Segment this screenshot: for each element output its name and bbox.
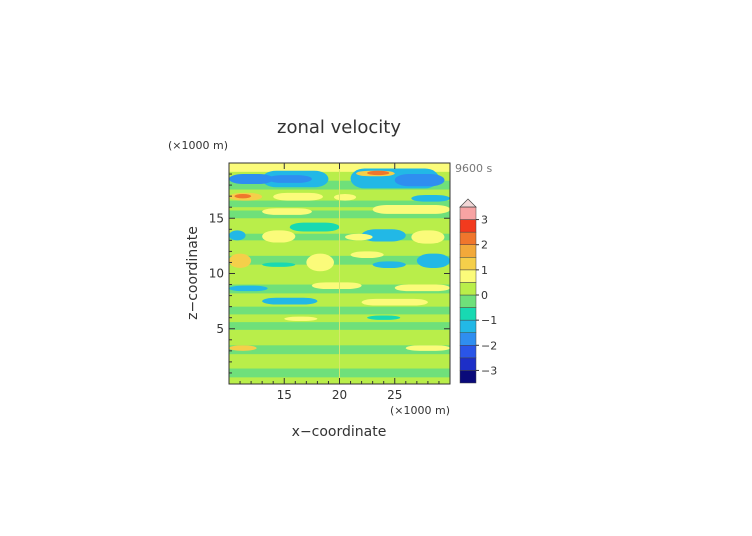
field-region: [367, 170, 390, 176]
colorbar-tick-label: −2: [481, 339, 497, 352]
field-region: [306, 253, 334, 272]
field-region: [229, 230, 246, 241]
colorbar-extend-arrow: [459, 198, 477, 208]
time-label: 9600 s: [455, 162, 492, 175]
colorbar: 3 2 1 0 −1 −2 −3: [459, 198, 497, 384]
field-region: [289, 222, 340, 232]
x-tick-label: 15: [277, 388, 292, 402]
field-region: [262, 297, 318, 305]
field-region: [394, 174, 445, 187]
y-axis-ticks: 5 10 15: [209, 173, 450, 374]
colorbar-tick-label: −3: [481, 364, 497, 377]
colorbar-swatch: [459, 231, 477, 245]
field-region: [273, 192, 323, 201]
x-axis-label: x−coordinate: [292, 424, 387, 440]
colorbar-swatch: [459, 206, 477, 220]
field-region: [361, 298, 428, 306]
field-region: [372, 204, 450, 214]
y-tick-label: 10: [209, 267, 224, 281]
y-axis-unit: (×1000 m): [168, 139, 228, 152]
colorbar-swatch: [459, 294, 477, 308]
field-region: [372, 261, 406, 268]
field-region: [284, 316, 318, 322]
chart-title: zonal velocity: [277, 117, 401, 138]
field-region: [234, 193, 252, 199]
colorbar-tick-label: 2: [481, 239, 488, 252]
field-region: [411, 230, 445, 244]
field-region: [416, 253, 450, 268]
field-region: [394, 284, 450, 292]
field-region: [411, 195, 450, 202]
colorbar-swatch: [459, 244, 477, 258]
field-region: [229, 253, 252, 268]
field-region: [229, 285, 268, 292]
field-region: [262, 262, 296, 267]
colorbar-swatch: [459, 307, 477, 321]
y-axis-label: z−coordinate: [185, 226, 201, 320]
colorbar-swatch: [459, 370, 477, 384]
field-region: [262, 230, 296, 243]
x-axis-unit: (×1000 m): [390, 404, 450, 417]
colorbar-tick-label: 0: [481, 289, 488, 302]
x-tick-label: 20: [332, 388, 347, 402]
x-axis-ticks: 15 20 25: [239, 163, 440, 402]
field-region: [405, 345, 450, 351]
field-region: [367, 315, 401, 320]
colorbar-tick-label: −1: [481, 314, 497, 327]
field-region: [333, 193, 357, 201]
colorbar-swatch: [459, 257, 477, 271]
field-region: [350, 251, 384, 259]
colorbar-swatch: [459, 332, 477, 346]
colorbar-tick-label: 3: [481, 214, 488, 227]
y-tick-label: 5: [216, 322, 224, 336]
y-tick-label: 15: [209, 211, 224, 225]
x-tick-label: 25: [387, 388, 402, 402]
colorbar-swatch: [459, 319, 477, 333]
field-region: [262, 208, 312, 215]
colorbar-swatch: [459, 269, 477, 283]
field-region: [267, 175, 312, 183]
colorbar-tick-label: 1: [481, 264, 488, 277]
colorbar-swatch: [459, 357, 477, 371]
field-region: [229, 345, 257, 351]
colorbar-swatch: [459, 219, 477, 233]
colorbar-swatch: [459, 282, 477, 296]
field-region: [229, 174, 274, 184]
field-region: [361, 229, 406, 242]
field-region: [311, 282, 362, 289]
field-region: [345, 233, 373, 241]
colorbar-swatch: [459, 345, 477, 359]
